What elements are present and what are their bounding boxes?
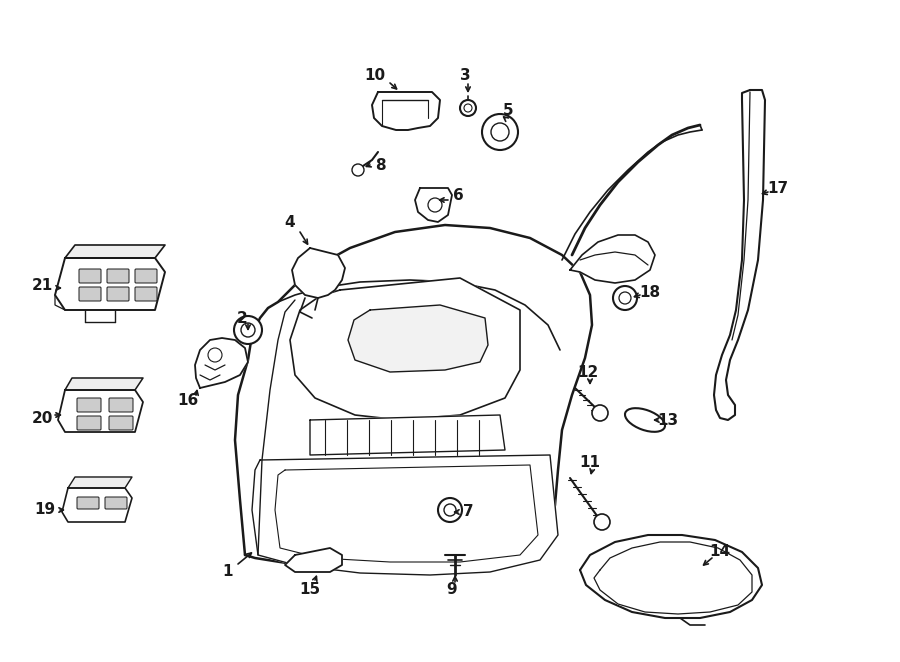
Polygon shape [68, 477, 132, 488]
Text: 6: 6 [453, 187, 464, 203]
FancyBboxPatch shape [79, 287, 101, 301]
Polygon shape [415, 188, 452, 222]
FancyBboxPatch shape [109, 398, 133, 412]
Text: 1: 1 [223, 565, 233, 579]
Polygon shape [714, 90, 765, 420]
Polygon shape [594, 542, 752, 614]
Polygon shape [570, 235, 655, 283]
Polygon shape [195, 338, 248, 388]
Text: 13: 13 [657, 412, 679, 428]
Circle shape [428, 198, 442, 212]
FancyBboxPatch shape [135, 269, 157, 283]
Circle shape [460, 100, 476, 116]
FancyBboxPatch shape [109, 416, 133, 430]
Text: 21: 21 [32, 277, 52, 293]
Text: 2: 2 [237, 310, 248, 326]
Polygon shape [348, 305, 488, 372]
Text: 15: 15 [300, 583, 320, 598]
Circle shape [234, 316, 262, 344]
FancyBboxPatch shape [79, 269, 101, 283]
Text: 7: 7 [463, 504, 473, 520]
Polygon shape [55, 258, 165, 310]
Text: 20: 20 [32, 410, 53, 426]
Text: 8: 8 [374, 158, 385, 173]
FancyBboxPatch shape [135, 287, 157, 301]
FancyBboxPatch shape [77, 416, 101, 430]
Circle shape [464, 104, 472, 112]
FancyBboxPatch shape [77, 398, 101, 412]
Polygon shape [65, 378, 143, 390]
Polygon shape [235, 225, 592, 572]
Polygon shape [292, 248, 345, 298]
Text: 12: 12 [578, 365, 599, 379]
Polygon shape [252, 455, 558, 575]
Polygon shape [275, 465, 538, 562]
Circle shape [208, 348, 222, 362]
Text: 18: 18 [639, 285, 661, 299]
Text: 5: 5 [503, 103, 513, 117]
Text: 9: 9 [446, 583, 457, 598]
FancyBboxPatch shape [105, 497, 127, 509]
Circle shape [241, 323, 255, 337]
Circle shape [619, 292, 631, 304]
Text: 11: 11 [580, 455, 600, 469]
Circle shape [613, 286, 637, 310]
Text: 4: 4 [284, 214, 295, 230]
Text: 3: 3 [460, 68, 471, 83]
Text: 14: 14 [709, 545, 731, 559]
Text: 10: 10 [364, 68, 385, 83]
Polygon shape [290, 278, 520, 420]
Circle shape [594, 514, 610, 530]
Polygon shape [580, 535, 762, 618]
Polygon shape [285, 548, 342, 572]
FancyBboxPatch shape [77, 497, 99, 509]
Circle shape [491, 123, 509, 141]
Circle shape [352, 164, 364, 176]
Polygon shape [65, 245, 165, 258]
Text: 17: 17 [768, 181, 788, 195]
FancyBboxPatch shape [107, 269, 129, 283]
Text: 16: 16 [177, 393, 199, 408]
Circle shape [482, 114, 518, 150]
Polygon shape [62, 488, 132, 522]
Circle shape [438, 498, 462, 522]
Text: 19: 19 [34, 502, 56, 518]
Polygon shape [310, 415, 505, 455]
Circle shape [444, 504, 456, 516]
Circle shape [592, 405, 608, 421]
Polygon shape [372, 92, 440, 130]
FancyBboxPatch shape [107, 287, 129, 301]
Polygon shape [58, 390, 143, 432]
Ellipse shape [625, 408, 665, 432]
